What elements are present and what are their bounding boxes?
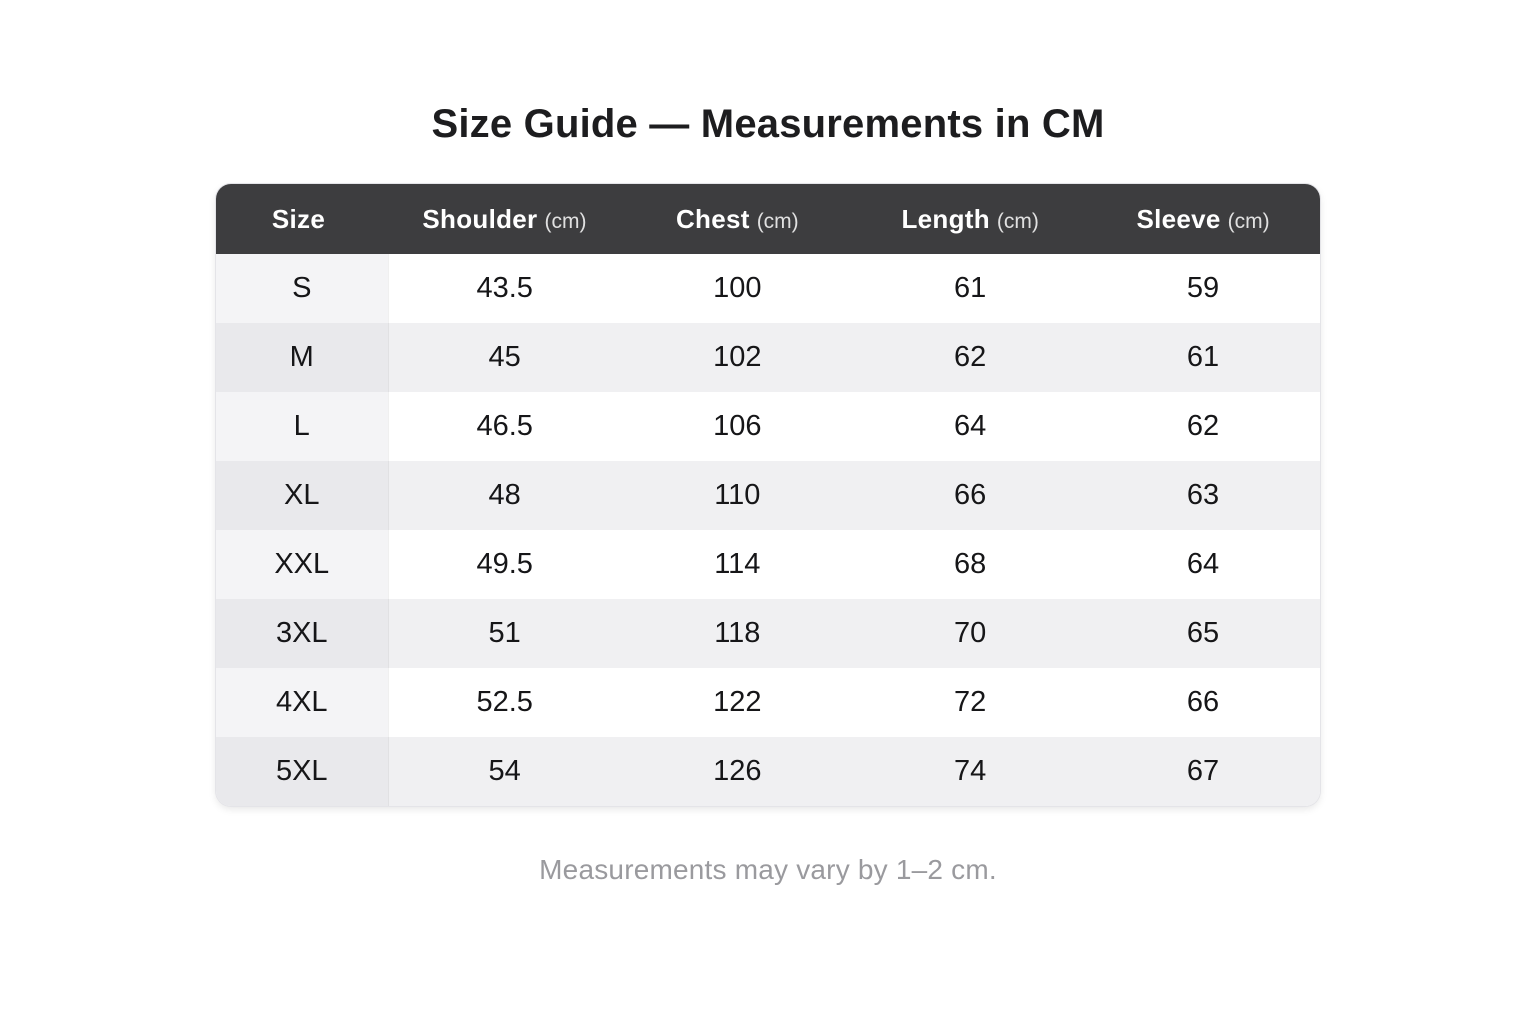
table-row: XXL 49.5 114 68 64	[216, 530, 1320, 599]
cell-chest: 110	[620, 461, 854, 530]
cell-shoulder: 46.5	[388, 392, 621, 461]
cell-size: 3XL	[216, 599, 389, 668]
table-row: XL 48 110 66 63	[216, 461, 1320, 530]
cell-shoulder: 48	[388, 461, 621, 530]
cell-sleeve: 61	[1086, 323, 1320, 392]
size-guide-table-container: Size Shoulder (cm) Chest (cm) Length (cm) S…	[216, 184, 1320, 806]
column-unit: (cm)	[544, 209, 587, 233]
cell-size: XXL	[216, 530, 389, 599]
cell-sleeve: 64	[1086, 530, 1320, 599]
cell-sleeve: 63	[1086, 461, 1320, 530]
cell-shoulder: 54	[388, 737, 621, 806]
cell-shoulder: 43.5	[388, 254, 621, 323]
size-guide-table: Size Shoulder (cm) Chest (cm) Length (cm) S…	[216, 184, 1320, 806]
cell-chest: 118	[620, 599, 854, 668]
column-label: Length	[901, 203, 990, 234]
cell-shoulder: 51	[388, 599, 621, 668]
cell-chest: 100	[620, 254, 854, 323]
table-header: Size Shoulder (cm) Chest (cm) Length (cm) S…	[216, 184, 1320, 254]
cell-length: 66	[853, 461, 1087, 530]
table-row: S 43.5 100 61 59	[216, 254, 1320, 323]
column-header-shoulder: Shoulder (cm)	[388, 184, 621, 254]
cell-sleeve: 67	[1086, 737, 1320, 806]
table-row: 3XL 51 118 70 65	[216, 599, 1320, 668]
page-title: Size Guide — Measurements in CM	[431, 102, 1105, 146]
cell-shoulder: 49.5	[388, 530, 621, 599]
cell-length: 72	[853, 668, 1087, 737]
measurement-disclaimer: Measurements may vary by 1–2 cm.	[539, 854, 997, 885]
cell-sleeve: 66	[1086, 668, 1320, 737]
column-header-length: Length (cm)	[853, 184, 1087, 254]
cell-chest: 122	[620, 668, 854, 737]
cell-length: 64	[853, 392, 1087, 461]
cell-chest: 106	[620, 392, 854, 461]
table-body: S 43.5 100 61 59 M 45 102 62 61 L 46.5 106 64 62 XL 48 11…	[216, 254, 1320, 806]
cell-shoulder: 52.5	[388, 668, 621, 737]
cell-size: XL	[216, 461, 389, 530]
cell-sleeve: 59	[1086, 254, 1320, 323]
cell-size: 4XL	[216, 668, 389, 737]
column-header-sleeve: Sleeve (cm)	[1086, 184, 1320, 254]
table-row: 5XL 54 126 74 67	[216, 737, 1320, 806]
cell-size: M	[216, 323, 389, 392]
cell-size: S	[216, 254, 389, 323]
cell-length: 62	[853, 323, 1087, 392]
cell-length: 70	[853, 599, 1087, 668]
column-header-size: Size	[216, 184, 388, 254]
cell-chest: 114	[620, 530, 854, 599]
column-label: Size	[271, 203, 326, 234]
column-unit: (cm)	[996, 209, 1039, 233]
cell-length: 61	[853, 254, 1087, 323]
cell-length: 68	[853, 530, 1087, 599]
column-header-chest: Chest (cm)	[620, 184, 854, 254]
column-unit: (cm)	[756, 209, 799, 233]
table-row: 4XL 52.5 122 72 66	[216, 668, 1320, 737]
column-label: Shoulder	[422, 203, 538, 234]
column-label: Chest	[675, 203, 750, 234]
cell-chest: 126	[620, 737, 854, 806]
cell-chest: 102	[620, 323, 854, 392]
cell-sleeve: 65	[1086, 599, 1320, 668]
column-unit: (cm)	[1227, 209, 1270, 233]
column-label: Sleeve	[1136, 203, 1221, 234]
table-row: M 45 102 62 61	[216, 323, 1320, 392]
cell-shoulder: 45	[388, 323, 621, 392]
cell-size: L	[216, 392, 389, 461]
cell-length: 74	[853, 737, 1087, 806]
table-row: L 46.5 106 64 62	[216, 392, 1320, 461]
cell-size: 5XL	[216, 737, 389, 806]
header-row: Size Shoulder (cm) Chest (cm) Length (cm) S…	[216, 184, 1320, 254]
cell-sleeve: 62	[1086, 392, 1320, 461]
